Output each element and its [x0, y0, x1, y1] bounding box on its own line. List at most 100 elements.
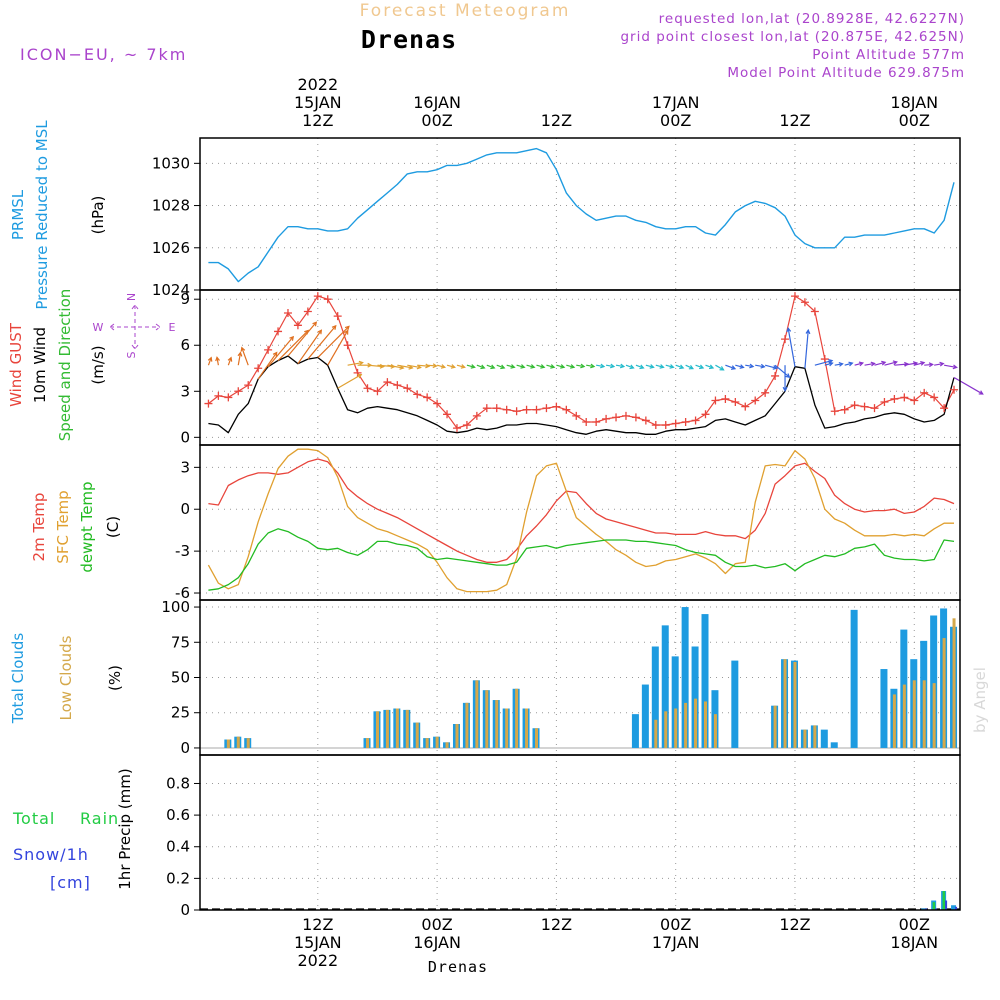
top-axis-label-0-2: 12Z: [302, 111, 333, 130]
gust-marker: [234, 387, 243, 396]
gust-marker: [880, 398, 889, 407]
wind-arrow-head: [629, 364, 635, 370]
wind-arrow-head: [785, 373, 791, 379]
gust-marker: [313, 292, 322, 301]
gust-marker: [244, 381, 253, 390]
wind-arrow: [566, 364, 576, 369]
gust-marker: [641, 416, 650, 425]
panel-pressure: 1024 1026 1028 1030: [152, 138, 960, 299]
wind-arrow-shaft: [705, 364, 714, 369]
gust-marker: [572, 411, 581, 420]
low-cloud-bar: [366, 738, 370, 748]
wind-arrow-head: [343, 329, 349, 335]
wind-arrow: [317, 325, 350, 358]
gust-marker: [920, 388, 929, 397]
wind-arrow-shaft: [904, 362, 917, 366]
wind-arrow-head: [600, 363, 606, 369]
wind-arrow-head: [699, 364, 705, 370]
wind-arrow-shaft: [387, 364, 404, 369]
wind-arrow-shaft: [317, 325, 350, 358]
wind-arrow-shaft: [834, 363, 843, 366]
wind-arrow: [755, 363, 766, 369]
wind-arrow: [526, 364, 536, 369]
wind-arrow-shaft: [914, 361, 925, 366]
wind-arrow-shaft: [655, 364, 664, 368]
wind-arrow-head: [659, 364, 665, 369]
wind-arrow-head: [920, 361, 926, 366]
gust-marker: [303, 307, 312, 316]
low-cloud-bar: [892, 694, 896, 748]
legend-snow: Snow/1h: [13, 845, 89, 864]
gust-marker: [462, 421, 471, 430]
low-cloud-bar: [525, 708, 529, 748]
closest-coords: grid point closest lon,lat (20.875E, 42.…: [620, 29, 965, 45]
wind-arrow-head: [580, 363, 586, 369]
wind-arrow-head: [227, 356, 233, 362]
wind-arrow-shaft: [486, 364, 495, 369]
compass-s: S: [125, 351, 138, 358]
wind-arrow: [635, 364, 645, 370]
wind-arrow-head: [432, 363, 438, 369]
low-cloud-bar: [385, 709, 389, 748]
wind-arrow: [665, 364, 675, 369]
gust-marker: [890, 394, 899, 403]
gust-marker: [353, 368, 362, 377]
wind-arrow-shaft: [645, 364, 654, 368]
wind-arrow-head: [939, 361, 945, 367]
wind-arrow: [237, 351, 243, 366]
gust-marker: [204, 399, 213, 408]
gust-marker: [602, 414, 611, 423]
bottom-axis-label-0-2: 2022: [297, 951, 338, 970]
wind-arrow-head: [881, 360, 887, 366]
wind-arrow: [605, 363, 616, 369]
bottom-axis-label-5-1: 18JAN: [890, 933, 938, 952]
wind-arrow-head: [848, 361, 854, 367]
top-axis-label-4-0: 12Z: [779, 111, 810, 130]
temp-dewpt-line: [208, 528, 955, 591]
wind-arrow: [943, 364, 958, 370]
gust-marker: [393, 381, 402, 390]
gust-marker: [771, 371, 780, 380]
wind-arrow-head: [272, 351, 278, 357]
wind-arrow: [864, 361, 876, 367]
top-axis-label-3-1: 00Z: [660, 111, 691, 130]
model-altitude: Model Point Altitude 629.875m: [727, 65, 965, 81]
top-axis-label-1-1: 00Z: [421, 111, 452, 130]
wind-arrow-head: [440, 364, 447, 369]
low-cloud-bar: [664, 711, 668, 748]
wind-arrow: [675, 364, 685, 370]
wind-arrow-head: [760, 363, 766, 369]
wind-arrow-head: [639, 364, 645, 370]
ytick-label-wind-9: 9: [180, 290, 190, 308]
low-cloud-bar: [803, 729, 807, 748]
wind-arrow-shaft: [787, 328, 796, 367]
wind-arrow: [215, 356, 220, 366]
wind-arrow: [417, 363, 431, 369]
total-cloud-bar: [701, 614, 709, 748]
ytick-label-wind-6: 6: [180, 336, 190, 354]
low-cloud-bar: [813, 725, 817, 748]
panel-pressure-bg: [200, 138, 960, 290]
ytick-label-wind-0: 0: [180, 428, 190, 446]
wind-arrow: [257, 351, 278, 380]
total-cloud-bar: [880, 669, 888, 748]
wind-arrow-shaft: [257, 352, 278, 380]
precip-ylabel: 1hr Precip (mm): [116, 768, 134, 889]
wind-arrow-shaft: [715, 364, 724, 371]
legend-rain: Rain: [80, 809, 119, 828]
wind-arrow-shaft: [615, 364, 625, 368]
wind-arrow: [884, 360, 898, 366]
wind-arrow-shaft: [347, 361, 363, 366]
wind-arrow-head: [649, 364, 655, 369]
wind-arrow-shaft: [844, 362, 853, 366]
wind-arrow: [655, 364, 665, 369]
ytick-label-precip-0.8: 0.8: [166, 774, 190, 792]
total-cloud-bar: [820, 729, 828, 748]
wind-arrow-head: [858, 361, 865, 367]
gust-marker: [810, 307, 819, 316]
wind-arrow-head: [312, 321, 318, 327]
gust-marker: [761, 388, 770, 397]
bottom-axis-label-1-0: 00Z: [421, 915, 452, 934]
